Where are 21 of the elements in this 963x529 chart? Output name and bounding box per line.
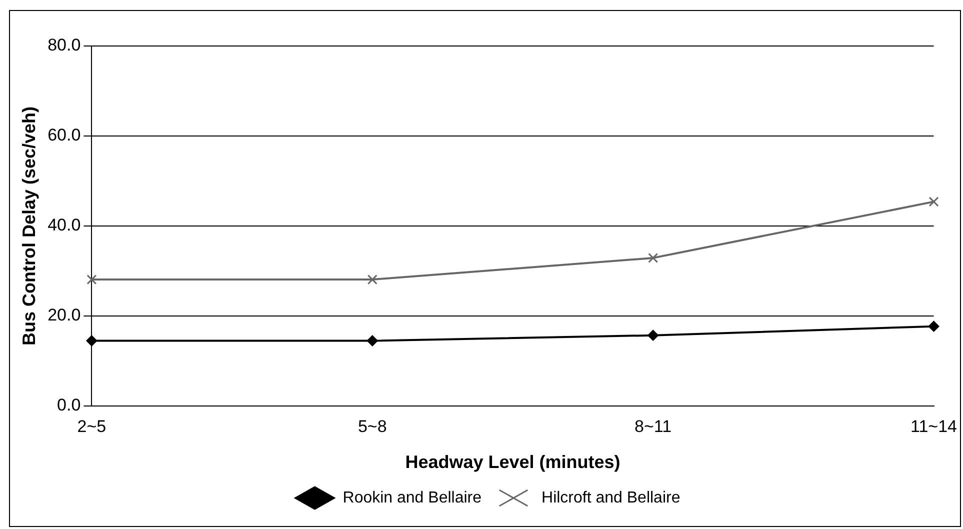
point: [928, 320, 940, 332]
x-tick-label: 11~14: [910, 416, 957, 436]
point: [367, 274, 378, 285]
y-tick-label: 40.0: [48, 216, 81, 235]
x-tick-label: 5~8: [358, 416, 387, 436]
point: [86, 335, 98, 346]
x-tick-label: 2~5: [77, 416, 106, 436]
point: [86, 274, 97, 285]
y-tick-label: 0.0: [57, 396, 81, 415]
y-axis-title: Bus Control Delay (sec/veh): [18, 106, 39, 346]
legend-label: Rookin and Bellaire: [342, 489, 482, 506]
point: [648, 252, 658, 263]
legend-label: Hilcroft and Bellaire: [542, 489, 680, 506]
y-tick-label: 80.0: [48, 36, 81, 55]
point: [648, 330, 659, 341]
x-tick-label: 8~11: [634, 416, 672, 436]
y-tick-label: 60.0: [48, 126, 81, 145]
y-tick-label: 20.0: [48, 306, 81, 325]
x-axis-title: Headway Level (minutes): [405, 452, 620, 472]
point: [928, 196, 939, 207]
point: [366, 335, 378, 346]
